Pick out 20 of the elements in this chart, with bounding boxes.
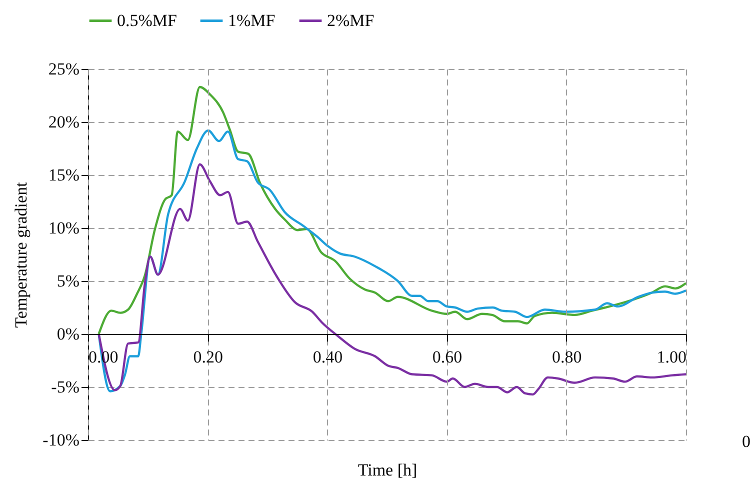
line-series: [98, 86, 688, 336]
legend-label: 0.5%MF: [117, 10, 177, 30]
y-tick-label: 0%: [56, 324, 80, 344]
legend-label: 1%MF: [228, 10, 276, 30]
x-axis-title: Time [h]: [358, 460, 418, 480]
x-tick-label: 0.60: [432, 348, 462, 366]
y-tick-label: 25%: [48, 60, 80, 78]
y-tick-label: -10%: [42, 430, 80, 450]
x-tick-label: 0.20: [193, 348, 223, 366]
y-axis-title: Temperature gradient: [12, 182, 31, 328]
text: 0: [742, 432, 750, 452]
y-tick-label: 10%: [48, 218, 80, 238]
y-tick-label: 15%: [48, 166, 80, 184]
y-tick-label: -5%: [51, 378, 80, 396]
legend-label: 2%MF: [327, 10, 374, 30]
x-tick-label: 1.00: [656, 348, 686, 366]
x-tick-label: 0.40: [312, 348, 343, 366]
y-tick-label: 5%: [56, 272, 80, 290]
x-tick-label: 0.80: [552, 348, 582, 366]
y-tick-label: 20%: [48, 112, 80, 132]
